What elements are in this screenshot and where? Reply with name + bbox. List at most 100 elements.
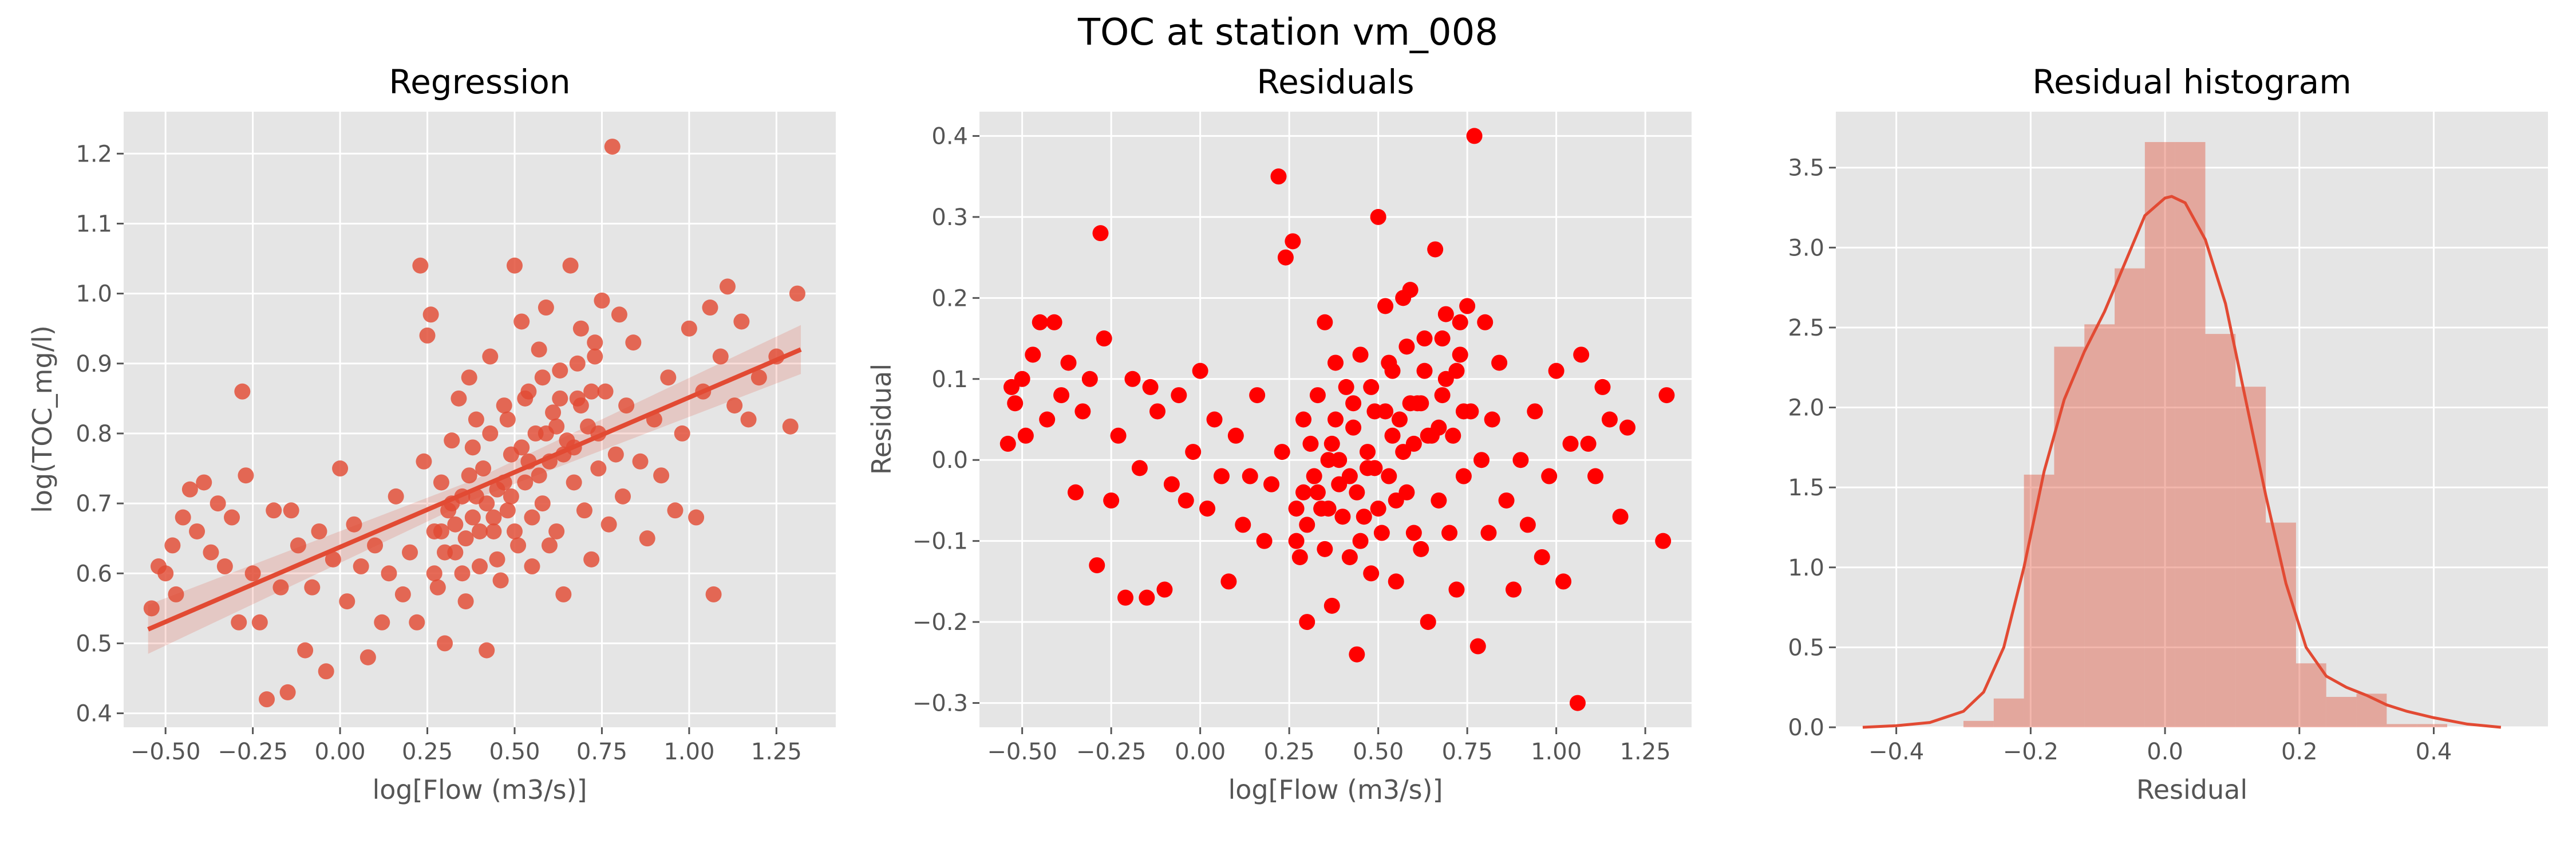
regression-point xyxy=(531,341,547,358)
regression-point xyxy=(513,313,530,330)
residual-point xyxy=(1309,484,1326,501)
residual-point xyxy=(1658,387,1675,404)
regression-point xyxy=(353,558,369,575)
residual-point xyxy=(1416,362,1433,379)
x-tick-label: 0.00 xyxy=(315,739,366,765)
residual-point xyxy=(1317,314,1333,330)
y-tick-label: 1.0 xyxy=(1788,555,1824,581)
regression-point xyxy=(583,383,600,400)
histogram-bar xyxy=(2115,268,2145,727)
regression-point xyxy=(266,502,282,519)
regression-point xyxy=(660,369,677,386)
regression-point xyxy=(566,474,582,491)
regression-point xyxy=(164,537,181,554)
x-tick-label: 0.00 xyxy=(1175,739,1226,765)
regression-point xyxy=(576,502,592,519)
regression-point xyxy=(290,537,306,554)
residual-point xyxy=(1131,460,1148,476)
regression-point xyxy=(447,516,464,533)
residual-point xyxy=(1498,492,1515,509)
regression-point xyxy=(499,502,516,519)
residual-point xyxy=(1007,395,1024,412)
residual-point xyxy=(1413,541,1429,557)
regression-point xyxy=(600,516,617,533)
y-tick-label: 0.3 xyxy=(931,204,968,231)
regression-point xyxy=(702,300,718,316)
residual-point xyxy=(1427,241,1444,258)
histogram-bar xyxy=(2175,142,2206,727)
residual-point xyxy=(1089,557,1105,574)
residuals-y-axis-label: Residual xyxy=(866,364,897,475)
histogram-bars xyxy=(1963,142,2447,727)
residual-point xyxy=(1192,362,1208,379)
residuals-title: Residuals xyxy=(1257,62,1414,101)
regression-point xyxy=(429,579,446,596)
y-tick-label: 0.7 xyxy=(76,491,112,517)
histogram-x-axis-label: Residual xyxy=(2136,774,2247,805)
regression-point xyxy=(674,425,690,442)
y-tick-label: 0.6 xyxy=(76,561,112,587)
y-tick-label: 0.0 xyxy=(1788,715,1824,741)
residual-point xyxy=(1619,419,1636,436)
regression-point xyxy=(492,572,509,589)
regression-point xyxy=(339,593,355,610)
regression-point xyxy=(196,474,212,491)
residual-point xyxy=(1391,411,1408,428)
residual-point xyxy=(1220,573,1237,590)
residual-point xyxy=(1491,354,1508,371)
residual-point xyxy=(1014,371,1030,387)
x-tick-label: 0.0 xyxy=(2147,739,2183,765)
regression-point xyxy=(740,411,757,428)
regression-point xyxy=(283,502,299,519)
regression-point xyxy=(531,467,547,484)
residual-point xyxy=(1594,379,1611,395)
y-tick-label: 2.0 xyxy=(1788,395,1824,421)
residual-point xyxy=(1437,306,1454,322)
regression-point xyxy=(409,614,425,631)
regression-point xyxy=(468,411,484,428)
residual-point xyxy=(1277,249,1294,266)
regression-point xyxy=(594,292,610,309)
regression-point xyxy=(189,523,206,539)
regression-point xyxy=(479,642,495,659)
residual-point xyxy=(1655,533,1672,549)
residual-point xyxy=(1274,444,1290,460)
residual-point xyxy=(1534,549,1550,565)
regression-point xyxy=(416,453,432,470)
residual-point xyxy=(1227,427,1244,444)
residual-point xyxy=(1306,468,1322,484)
residual-point xyxy=(1341,549,1358,565)
regression-title: Regression xyxy=(389,62,570,101)
regression-point xyxy=(611,306,627,323)
regression-point xyxy=(555,586,572,602)
residual-point xyxy=(1519,517,1536,533)
residual-point xyxy=(1381,354,1397,371)
regression-point xyxy=(506,523,523,539)
regression-point xyxy=(224,509,240,526)
regression-point xyxy=(587,334,603,351)
residual-point xyxy=(1452,346,1468,363)
regression-point xyxy=(667,502,683,519)
residuals-panel: −0.50 −0.25 0.00 0.25 0.50 0.75 1.00 1.25 −0.3−… xyxy=(866,62,1692,805)
x-tick-label: 1.25 xyxy=(751,739,802,765)
residual-point xyxy=(1573,346,1590,363)
regression-point xyxy=(625,334,642,351)
y-tick-label: 0.4 xyxy=(931,123,968,149)
regression-point xyxy=(426,565,442,582)
histogram-bar xyxy=(2235,387,2266,727)
histogram-bar xyxy=(2205,334,2236,727)
regression-point xyxy=(412,257,429,274)
regression-point xyxy=(503,488,519,505)
residual-point xyxy=(1039,411,1056,428)
figure-suptitle: TOC at station vm_008 xyxy=(1077,11,1498,54)
regression-point xyxy=(506,257,523,274)
histogram-x-ticks: −0.4 −0.2 0.0 0.2 0.4 xyxy=(1868,727,2452,765)
residual-point xyxy=(1156,581,1173,598)
residual-point xyxy=(1017,427,1034,444)
regression-point xyxy=(318,663,334,680)
regression-point xyxy=(590,460,607,477)
y-tick-label: 3.0 xyxy=(1788,235,1824,261)
residual-point xyxy=(1473,452,1490,468)
residual-point xyxy=(1388,492,1404,509)
regression-point xyxy=(733,313,750,330)
